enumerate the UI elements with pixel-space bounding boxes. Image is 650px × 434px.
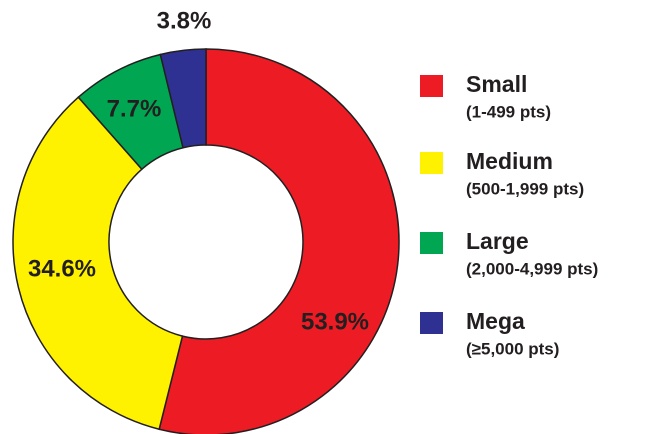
legend-name: Medium xyxy=(466,148,553,174)
legend-swatch xyxy=(420,312,443,334)
legend-name: Large xyxy=(466,228,529,254)
legend-detail: (≥5,000 pts) xyxy=(466,339,559,358)
legend-detail: (1-499 pts) xyxy=(466,102,551,121)
legend-detail: (500-1,999 pts) xyxy=(466,179,584,198)
data-label: 53.9% xyxy=(301,308,369,335)
legend-swatch xyxy=(420,152,443,174)
data-label: 3.8% xyxy=(157,7,212,34)
legend-name: Mega xyxy=(466,308,525,334)
donut-slice xyxy=(159,48,207,149)
legend-swatch xyxy=(420,75,443,97)
legend-swatch xyxy=(420,232,443,254)
data-label: 7.7% xyxy=(107,95,162,122)
legend-name: Small xyxy=(466,71,527,97)
legend-detail: (2,000-4,999 pts) xyxy=(466,259,598,278)
data-label: 34.6% xyxy=(28,255,96,282)
donut-slice xyxy=(12,96,184,431)
